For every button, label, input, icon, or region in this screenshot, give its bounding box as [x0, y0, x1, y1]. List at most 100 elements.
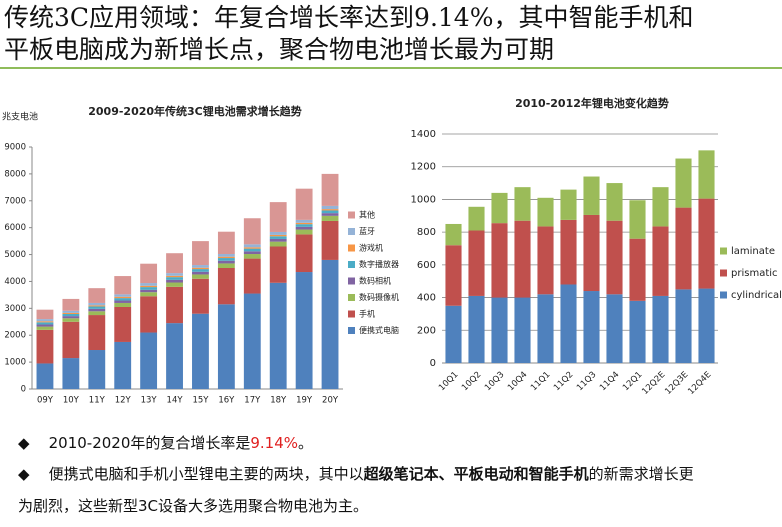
legend-label: 数字播放器 [359, 259, 399, 269]
bar-segment [243, 251, 261, 255]
bar-segment [295, 229, 313, 235]
bullet-text: 便携式电脑和手机小型锂电主要的两块，其中以 [48, 465, 364, 483]
legend-label: 数码相机 [359, 276, 391, 286]
bar-segment [321, 215, 339, 221]
bar-segment [652, 187, 669, 227]
x-tick-label: 11Q2 [552, 370, 575, 393]
bar-segment [560, 284, 577, 363]
bar-segment [62, 310, 80, 313]
bar-segment [560, 219, 577, 285]
x-tick-label: 11Y [89, 396, 106, 406]
bar-segment [192, 313, 209, 389]
bar-segment [114, 302, 132, 307]
x-tick-label: 10Y [63, 396, 80, 406]
bar-segment [537, 294, 554, 363]
bar-segment [295, 226, 313, 230]
bar-segment [321, 220, 339, 260]
bar-segment [468, 230, 485, 296]
bar-segment [140, 296, 158, 333]
bar-segment [217, 254, 235, 257]
bar-segment [36, 309, 54, 320]
bar-segment [269, 234, 287, 237]
bar-segment [36, 319, 54, 322]
y-tick-label: 9000 [4, 143, 26, 153]
bar-segment [217, 268, 235, 305]
bar-segment [36, 322, 54, 325]
bar-segment [192, 269, 209, 272]
bar-segment [243, 244, 261, 248]
bar-segment [269, 246, 287, 283]
bar-segment [269, 231, 287, 235]
chart-title: 2010-2012年锂电池变化趋势 [515, 96, 669, 110]
x-tick-label: 12Q2E [640, 370, 667, 397]
bar-segment [269, 202, 287, 232]
legend-swatch [720, 269, 727, 277]
bar-segment [675, 289, 692, 363]
bullet-text: 的新需求增长更为剧烈，这些新型3C设备大多选用聚合物电池为主。 [18, 465, 694, 515]
bar-segment [243, 254, 261, 259]
bar-segment [166, 277, 183, 280]
bar-segment [166, 275, 183, 278]
bar-segment [321, 213, 339, 216]
y-tick-label: 6000 [4, 223, 26, 233]
legend-swatch [348, 277, 355, 285]
legend-swatch [348, 228, 355, 235]
slide-title: 传统3C应用领域：年复合增长率达到9.14%，其中智能手机和平板电脑成为新增长点… [4, 3, 694, 64]
bar-segment [217, 231, 235, 255]
bar-segment [192, 265, 209, 268]
bar-segment [606, 220, 623, 295]
bar-segment [114, 300, 132, 303]
legend-label: 蓝牙 [359, 226, 375, 236]
bar-segment [583, 291, 600, 363]
y-tick-label: 2000 [4, 331, 26, 341]
bar-segment [491, 223, 508, 298]
legend-swatch [348, 294, 355, 301]
x-tick-label: 14Y [167, 396, 184, 406]
bar-segment [140, 292, 158, 297]
bar-segment [560, 189, 577, 220]
x-tick-label: 16Y [218, 396, 235, 406]
bar-segment [166, 323, 183, 389]
bar-segment [217, 256, 235, 259]
bar-segment [166, 279, 183, 283]
bar-segment [243, 247, 261, 249]
bar-segment [583, 214, 600, 292]
bar-segment [140, 283, 158, 286]
chart-title: 2009-2020年传统3C锂电池需求增长趋势 [88, 104, 302, 118]
y-axis-label: 兆支电池 [2, 111, 38, 123]
y-tick-label: 7000 [4, 196, 26, 206]
bar-segment [36, 329, 54, 364]
charts: 2009-2020年传统3C锂电池需求增长趋势兆支电池0100020003000… [2, 96, 782, 406]
bar-segment [62, 318, 80, 322]
y-tick-label: 4000 [4, 277, 26, 287]
bar-segment [629, 200, 646, 239]
x-tick-label: 10Q1 [437, 370, 460, 393]
legend-swatch [348, 327, 355, 334]
legend-label: cylindrical [731, 290, 782, 301]
bar-segment [62, 321, 80, 359]
x-tick-label: 12Q4E [686, 370, 713, 397]
legend-swatch [720, 291, 727, 299]
bar-segment [217, 258, 235, 261]
bar-segment [468, 295, 485, 363]
bar-segment [36, 363, 54, 389]
bar-segment [192, 267, 209, 270]
bar-segment [698, 198, 715, 289]
bar-segment [114, 294, 132, 297]
x-tick-label: 15Y [192, 396, 209, 406]
x-tick-label: 09Y [37, 396, 54, 406]
y-tick-label: 400 [417, 293, 436, 304]
bar-segment [217, 260, 235, 264]
y-tick-label: 8000 [4, 169, 26, 179]
bar-segment [192, 271, 209, 275]
bar-segment [675, 158, 692, 208]
bar-segment [140, 287, 158, 290]
bar-segment [321, 210, 339, 214]
bar-segment [88, 315, 106, 351]
bullet-highlight: 9.14% [250, 434, 299, 452]
bar-segment [192, 278, 209, 314]
y-tick-label: 200 [417, 325, 436, 336]
bar-segment [295, 222, 313, 225]
bar-segment [514, 220, 531, 298]
bar-segment [62, 358, 80, 389]
